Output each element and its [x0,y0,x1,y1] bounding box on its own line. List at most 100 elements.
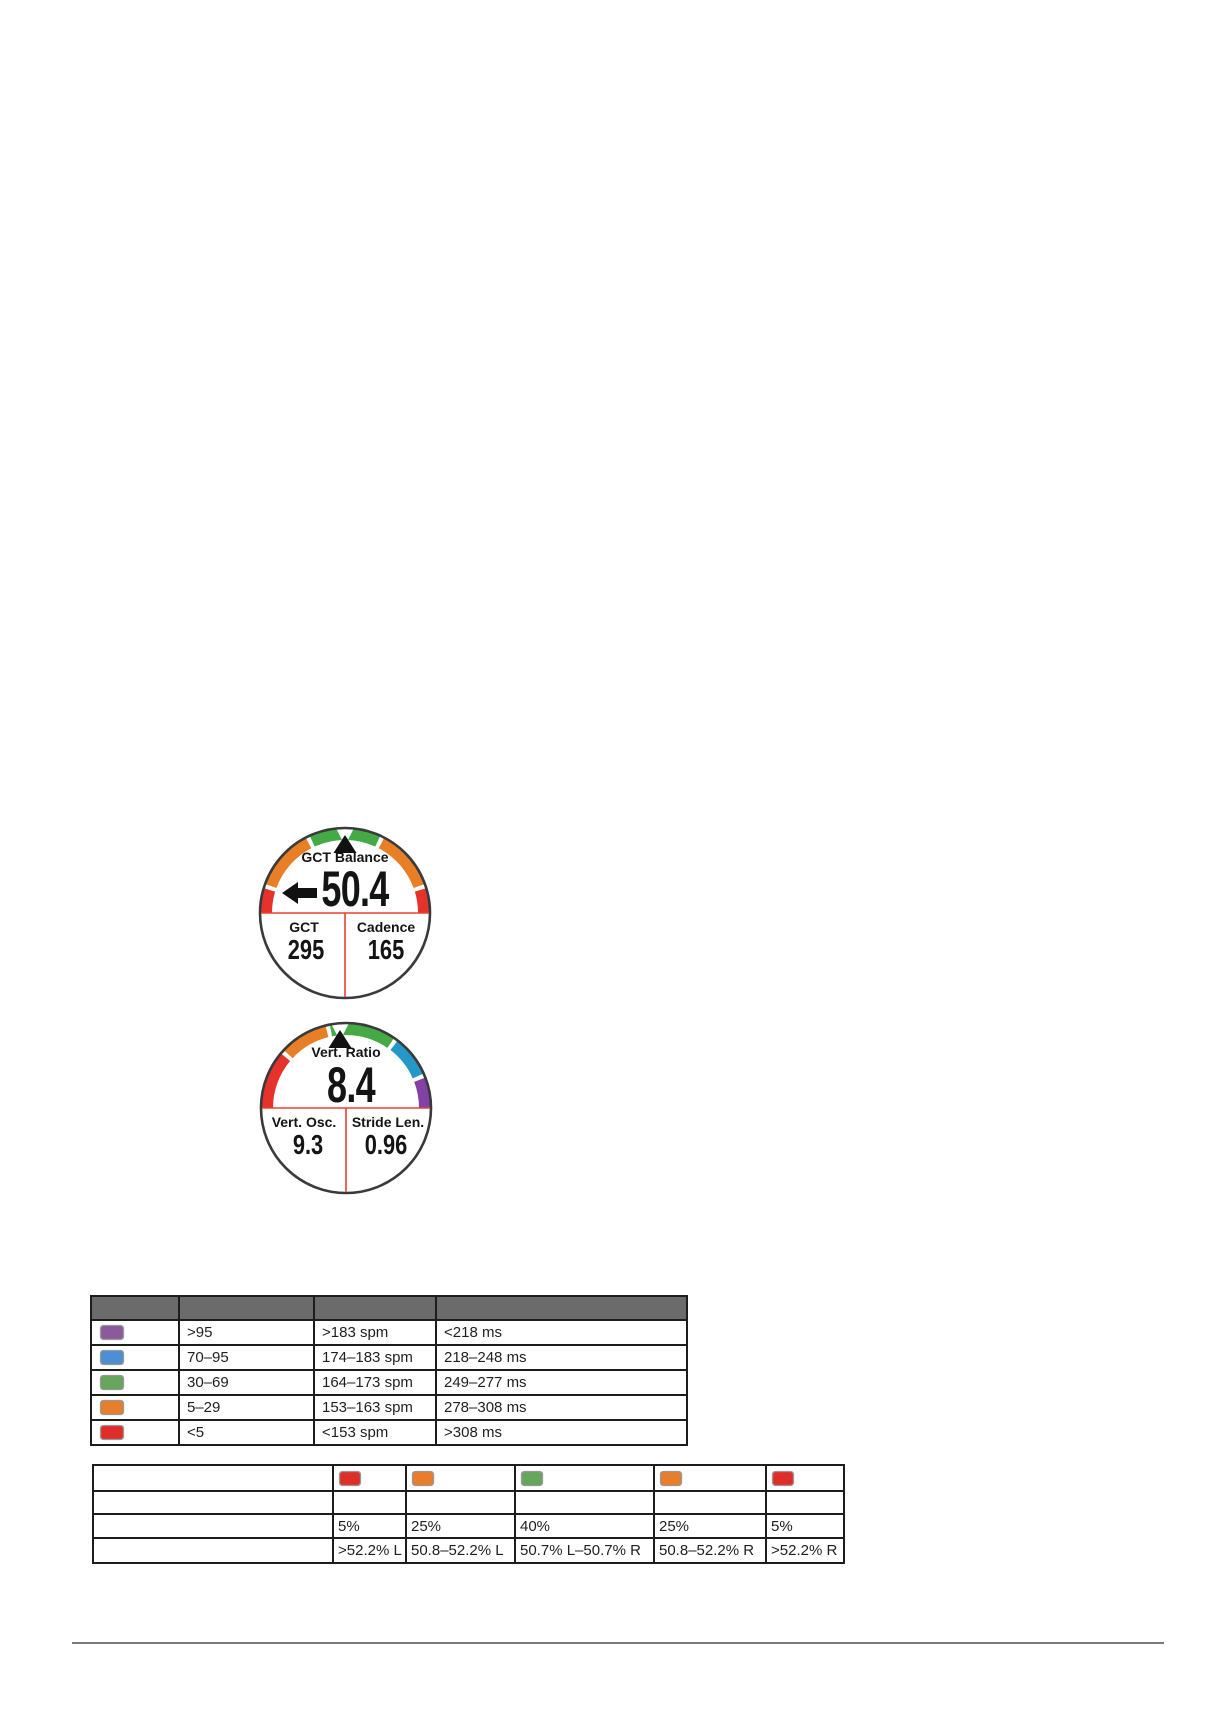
balance-swatch-orange [659,1470,683,1486]
empty-cell [514,1490,655,1515]
vert-ratio-gauge: Vert. Ratio 8.4 Vert. Osc. 9.3 Stride Le… [259,1021,433,1195]
balance-range-row: >52.2% L 50.8–52.2% L 50.7% L–50.7% R 50… [92,1537,845,1564]
range-cell: 50.8–52.2% L [405,1537,516,1564]
zone-color-swatch-red [99,1424,125,1441]
bottom-right-label: Cadence [357,919,416,935]
zone-swatch-cell [90,1369,180,1396]
arc-segment-purple [414,1077,432,1109]
gct-cell: 218–248 ms [435,1344,688,1371]
cadence-cell: 164–173 spm [313,1369,437,1396]
arc-segment-orange-left [265,837,312,889]
percentile-cell: 70–95 [178,1344,315,1371]
gct-cell: 249–277 ms [435,1369,688,1396]
gct-cell: 278–308 ms [435,1394,688,1421]
arc-segment-blue [390,1040,424,1079]
footer-divider [72,1642,1164,1644]
arc-segment-orange [283,1025,329,1059]
range-cell: >52.2% R [765,1537,845,1564]
percentile-cell: <5 [178,1419,315,1446]
table-row: <5 <153 spm >308 ms [90,1419,688,1446]
percent-cell: 25% [653,1513,767,1539]
zone-table: >95 >183 spm <218 ms 70–95 174–183 spm 2… [90,1295,688,1446]
arc-segment-red-left [259,888,276,914]
swatch-cell [653,1464,767,1492]
swatch-cell [514,1464,655,1492]
pointer-triangle-icon [328,1030,352,1048]
zone-swatch-cell [90,1419,180,1446]
percentile-cell: 30–69 [178,1369,315,1396]
gct-cell: >308 ms [435,1419,688,1446]
empty-cell [92,1513,334,1539]
bottom-right-label: Stride Len. [352,1114,424,1130]
watch-bezel-ring [259,1021,433,1195]
cadence-cell: 153–163 spm [313,1394,437,1421]
balance-swatch-row [92,1464,845,1492]
zone-color-swatch-purple [99,1324,125,1341]
table-row: 70–95 174–183 spm 218–248 ms [90,1344,688,1371]
percent-cell: 25% [405,1513,516,1539]
zone-color-swatch-green [99,1374,125,1391]
balance-empty-row [92,1490,845,1515]
empty-cell [332,1490,407,1515]
balance-swatch-red [338,1470,362,1486]
empty-cell [92,1464,334,1492]
bottom-left-value: 9.3 [293,1129,323,1160]
zone-color-swatch-orange [99,1399,125,1416]
gct-cell: <218 ms [435,1319,688,1346]
bottom-left-label: Vert. Osc. [272,1114,337,1130]
cadence-cell: 174–183 spm [313,1344,437,1371]
empty-cell [765,1490,845,1515]
watch-bezel-ring [258,826,432,1000]
zone-swatch-cell [90,1319,180,1346]
arc-segment-orange-right [378,837,425,889]
zone-table-header-row [90,1295,688,1321]
arc-segment-red [261,1053,291,1109]
header-cell [178,1295,315,1321]
arc-segment-red-right [414,888,431,914]
gauge-screen-gct-balance: GCT Balance 50.4 GCT 295 Cadence 165 [257,822,433,1009]
swatch-cell [765,1464,845,1492]
cadence-cell: >183 spm [313,1319,437,1346]
gct-balance-gauge: GCT Balance 50.4 GCT 295 Cadence 165 [258,826,432,1000]
percent-cell: 40% [514,1513,655,1539]
percent-cell: 5% [332,1513,407,1539]
gauge-title: GCT Balance [301,849,388,865]
swatch-cell [332,1464,407,1492]
header-cell [90,1295,180,1321]
range-cell: 50.7% L–50.7% R [514,1537,655,1564]
pointer-triangle-icon [333,835,357,853]
empty-cell [405,1490,516,1515]
table-row: 5–29 153–163 spm 278–308 ms [90,1394,688,1421]
zone-color-swatch-blue [99,1349,125,1366]
balance-percent-row: 5% 25% 40% 25% 5% [92,1513,845,1539]
range-cell: >52.2% L [332,1537,407,1564]
balance-table: 5% 25% 40% 25% 5% >52.2% L 50.8–52.2% L … [92,1464,845,1564]
table-row: >95 >183 spm <218 ms [90,1319,688,1346]
gauge-title: Vert. Ratio [311,1044,380,1060]
balance-swatch-green [520,1470,544,1486]
gauge-screen-vert-ratio: Vert. Ratio 8.4 Vert. Osc. 9.3 Stride Le… [258,1017,434,1204]
empty-cell [92,1490,334,1515]
percent-cell: 5% [765,1513,845,1539]
bottom-right-value: 0.96 [365,1129,408,1160]
zone-swatch-cell [90,1344,180,1371]
empty-cell [92,1537,334,1564]
gauge-value: 8.4 [327,1058,375,1113]
percentile-cell: >95 [178,1319,315,1346]
swatch-cell [405,1464,516,1492]
bottom-left-label: GCT [289,919,319,935]
table-row: 30–69 164–173 spm 249–277 ms [90,1369,688,1396]
gauge-value: 50.4 [321,862,389,917]
header-cell [435,1295,688,1321]
header-cell [313,1295,437,1321]
range-cell: 50.8–52.2% R [653,1537,767,1564]
cadence-cell: <153 spm [313,1419,437,1446]
balance-swatch-orange [411,1470,435,1486]
balance-swatch-red [771,1470,795,1486]
percentile-cell: 5–29 [178,1394,315,1421]
zone-swatch-cell [90,1394,180,1421]
left-arrow-icon [282,882,317,904]
empty-cell [653,1490,767,1515]
bottom-right-value: 165 [368,934,404,965]
